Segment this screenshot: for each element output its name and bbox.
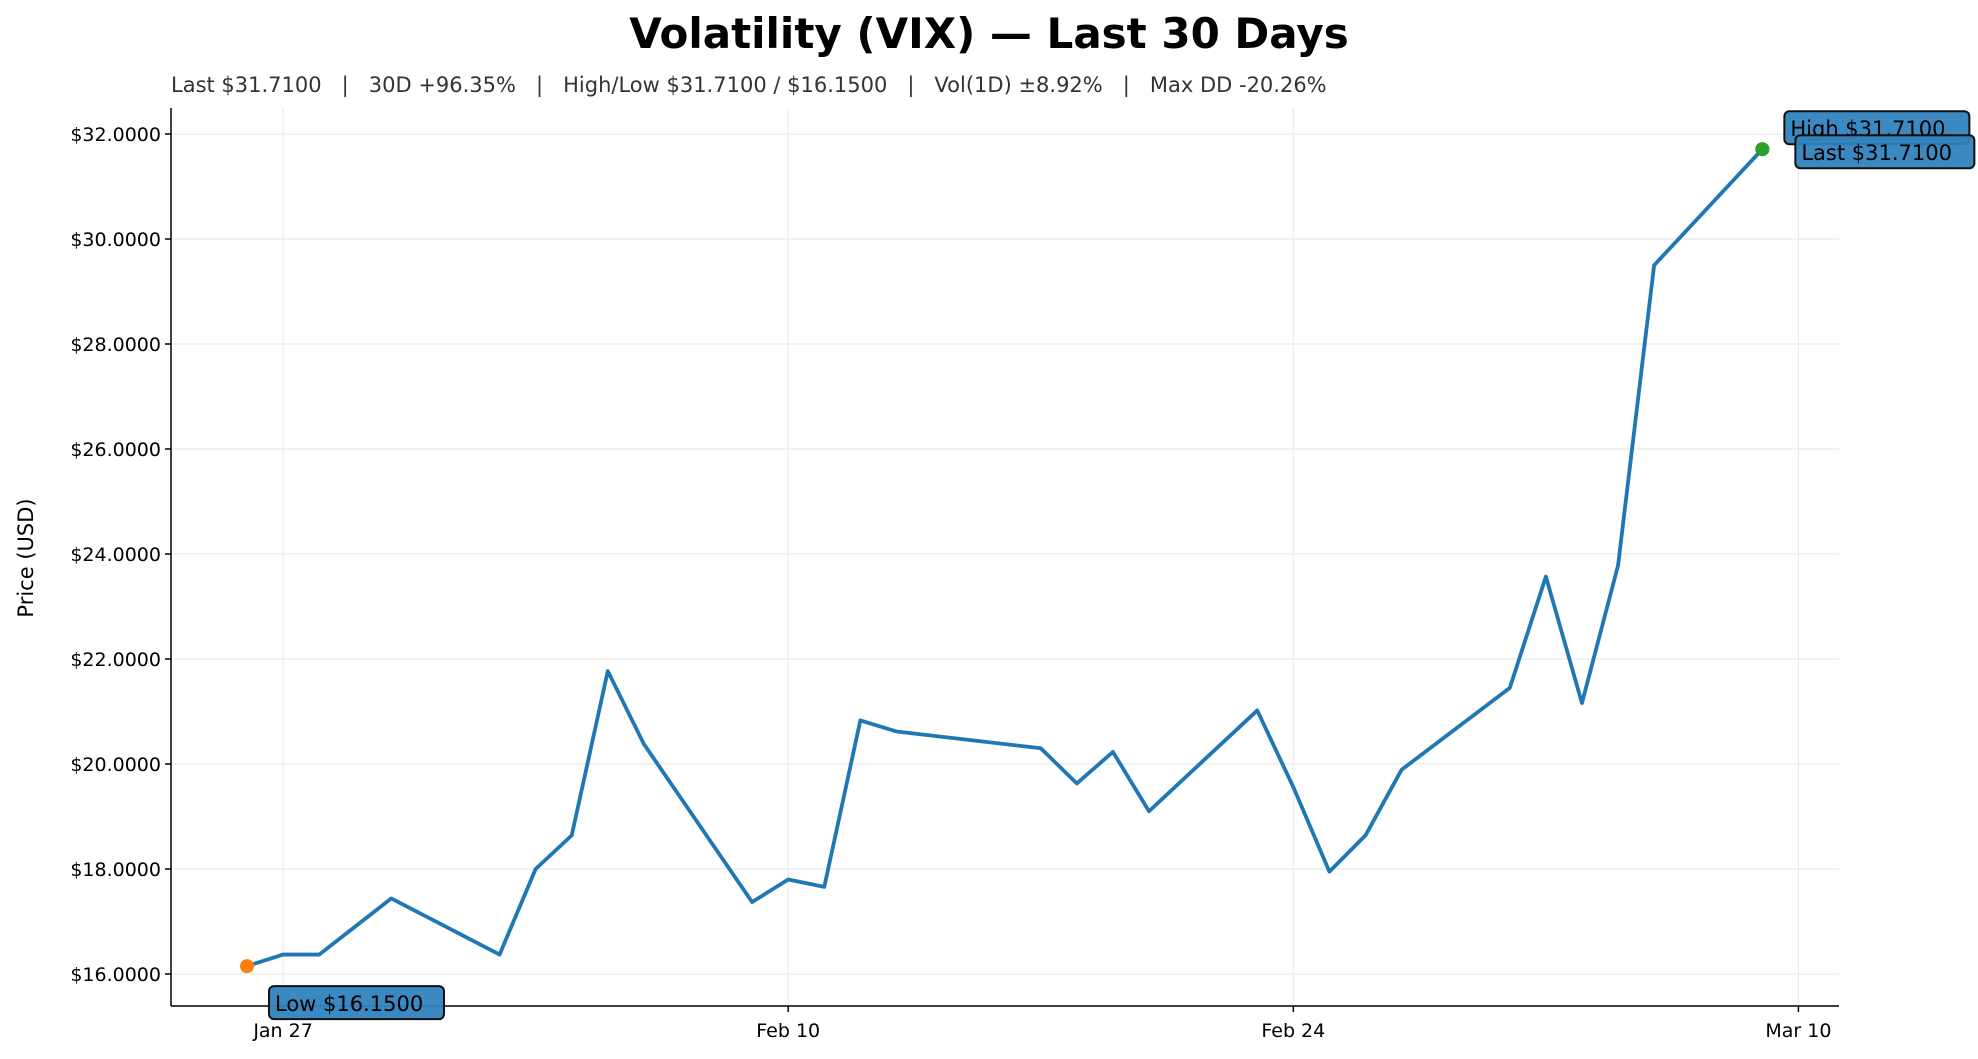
annotation-marker bbox=[1755, 142, 1770, 157]
ticks: $16.0000 $18.0000 $20.0000 $22.0000 $24.0000… bbox=[70, 124, 1831, 1042]
y-tick-label: $16.0000 bbox=[70, 964, 161, 986]
y-axis-label: Price (USD) bbox=[14, 498, 38, 617]
chart-title: Volatility (VIX) — Last 30 Days bbox=[629, 9, 1348, 58]
y-tick-label: $24.0000 bbox=[70, 544, 161, 566]
annotation-box bbox=[1794, 134, 1976, 170]
y-tick-label: $20.0000 bbox=[70, 754, 161, 776]
axes bbox=[170, 108, 1839, 1007]
x-tick-label: Mar 10 bbox=[1765, 1020, 1831, 1042]
x-tick-label: Jan 27 bbox=[252, 1020, 313, 1042]
annotation-label: Last $31.7100 bbox=[1801, 141, 1952, 165]
y-tick-label: $28.0000 bbox=[70, 334, 161, 356]
annotation-label: Low $16.1500 bbox=[275, 992, 423, 1016]
chart-subtitle: Last $31.7100 | 30D +96.35% | High/Low $… bbox=[171, 73, 1327, 98]
y-tick-label: $18.0000 bbox=[70, 859, 161, 881]
annotation-box bbox=[268, 985, 445, 1021]
y-tick-label: $30.0000 bbox=[70, 229, 161, 251]
y-tick-label: $26.0000 bbox=[70, 439, 161, 461]
series-line-vix bbox=[246, 147, 1764, 968]
grid bbox=[171, 108, 1839, 1006]
y-tick-label: $32.0000 bbox=[70, 124, 161, 146]
series bbox=[246, 147, 1764, 968]
y-tick-label: $22.0000 bbox=[70, 649, 161, 671]
x-tick-label: Feb 24 bbox=[1261, 1020, 1325, 1042]
x-tick-label: Feb 10 bbox=[756, 1020, 820, 1042]
annotation-marker bbox=[240, 959, 254, 974]
